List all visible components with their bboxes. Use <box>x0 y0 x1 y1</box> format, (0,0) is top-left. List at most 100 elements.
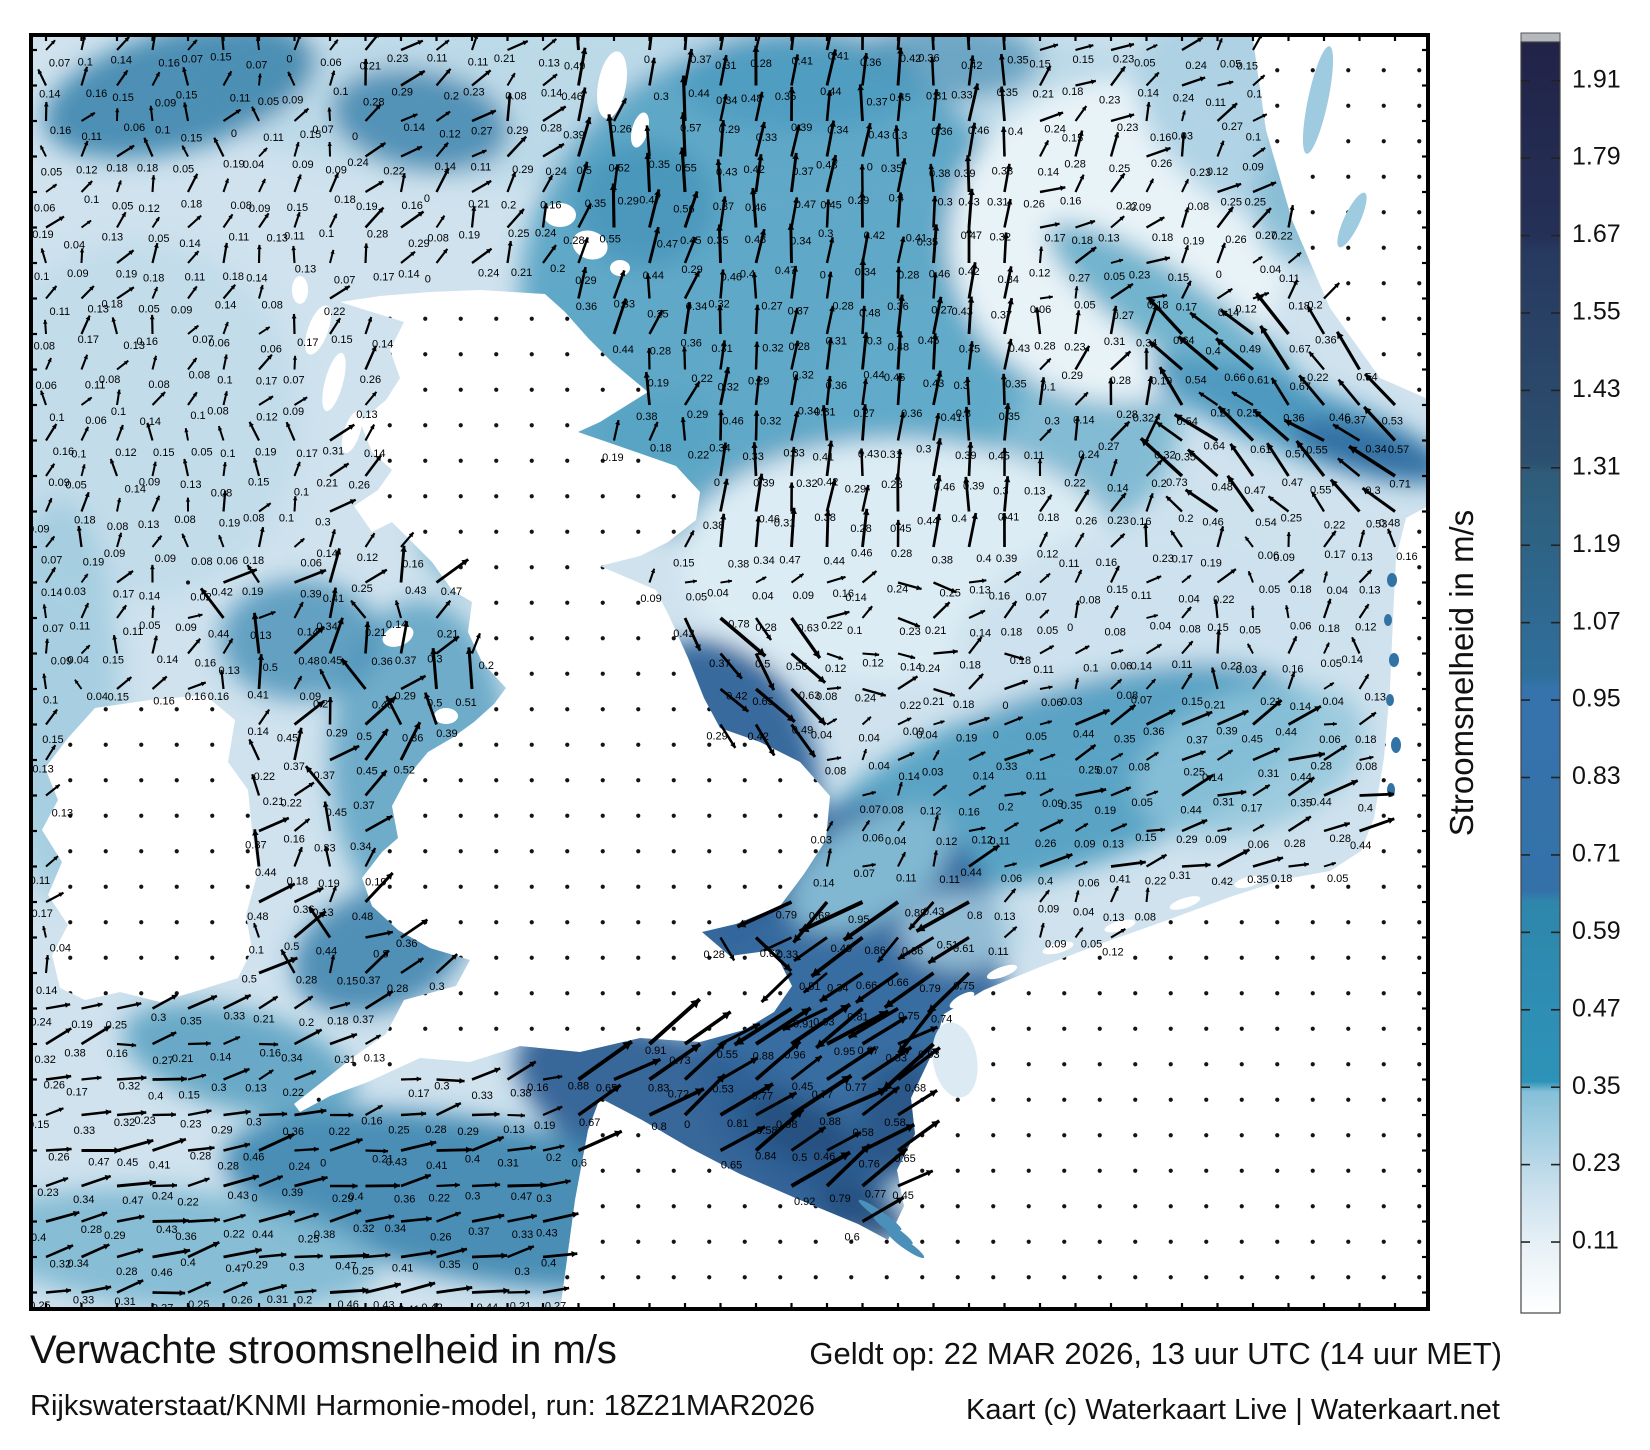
current-arrowhead <box>223 391 229 396</box>
current-speed-label: 0.11 <box>70 621 91 633</box>
flow-vector: 0.47 <box>790 152 816 211</box>
current-speed-label: 0.47 <box>795 199 816 211</box>
current-speed-label: 0.22 <box>429 1192 450 1204</box>
flow-vector: 0.3 <box>1337 457 1381 497</box>
flow-vector: 0.17 <box>78 315 99 346</box>
current-speed-label: 0.24 <box>887 583 908 595</box>
flow-vector: 0.13 <box>503 1113 526 1136</box>
current-arrowhead <box>1040 923 1045 928</box>
current-arrowhead <box>263 147 268 153</box>
current-speed-label: 0.3 <box>956 408 971 420</box>
flow-vector: 0.09 <box>1273 532 1295 564</box>
flow-vector: 0.09 <box>293 675 321 703</box>
current-arrowhead <box>621 98 627 104</box>
current-arrowhead <box>980 751 986 757</box>
current-speed-label: 0.26 <box>1035 838 1056 850</box>
flow-vector: 0.04 <box>811 717 838 742</box>
current-arrow <box>575 33 580 51</box>
current-arrow <box>861 1045 913 1082</box>
current-arrowhead <box>196 215 202 221</box>
current-speed-label: 0.25 <box>106 1019 127 1031</box>
flow-vector: 0.06 <box>1248 823 1269 851</box>
current-arrowhead <box>382 950 389 957</box>
current-arrowhead <box>352 745 360 752</box>
current-speed-label: 0.19 <box>318 878 339 890</box>
current-arrow <box>967 83 979 122</box>
current-speed-label: 0.13 <box>52 807 73 819</box>
current-arrowhead <box>972 83 980 91</box>
current-arrow <box>577 47 587 86</box>
current-arrow <box>719 1022 761 1046</box>
current-arrowhead <box>86 220 92 225</box>
flow-vector: 0.43 <box>716 120 737 179</box>
current-speed-label: 0.43 <box>923 378 944 390</box>
current-speed-label: 0.28 <box>296 975 317 987</box>
current-arrowhead <box>1059 185 1066 191</box>
current-arrow <box>966 155 971 193</box>
current-speed-label: 0.06 <box>260 343 281 355</box>
current-arrowhead <box>201 1073 206 1079</box>
current-speed-label: 0.44 <box>643 270 664 282</box>
current-speed-label: 0.05 <box>148 233 169 245</box>
flow-vector: 0.09 <box>1038 889 1059 915</box>
flow-vector: 0.1 <box>187 391 206 422</box>
current-arrowhead <box>453 636 459 642</box>
flow-vector: 0.44 <box>824 510 845 567</box>
current-arrowhead <box>316 887 324 894</box>
current-arrowhead <box>1290 672 1296 678</box>
current-speed-label: 0.1 <box>319 228 334 240</box>
current-arrowhead <box>581 267 588 274</box>
flow-vector: 0.25 <box>388 1111 427 1137</box>
flow-vector: 0.3 <box>315 498 357 528</box>
current-arrowhead <box>149 314 155 320</box>
current-speed-label: 0.04 <box>868 760 889 772</box>
current-speed-label: 0.47 <box>226 1263 247 1275</box>
current-arrowhead <box>1227 826 1232 832</box>
current-arrowhead <box>426 1216 432 1222</box>
flow-vector: 0.06 <box>1319 721 1341 746</box>
current-speed-label: 0.4 <box>1358 803 1373 815</box>
current-arrow <box>861 1085 901 1117</box>
current-arrowhead <box>794 1109 804 1119</box>
current-speed-label: 0.33 <box>73 1295 94 1307</box>
current-speed-label: 0.37 <box>152 1303 173 1311</box>
current-speed-label: 0.07 <box>312 124 333 136</box>
flow-vector: 0.2 <box>470 632 494 672</box>
flow-vector: 0.14 <box>968 751 994 783</box>
flow-vector: 0.08 <box>258 284 283 311</box>
flow-vector: 0.18 <box>101 286 135 311</box>
current-arrowhead <box>1160 827 1166 833</box>
current-arrow <box>223 1248 262 1259</box>
current-arrowhead <box>899 412 906 418</box>
flow-vector: 0.24 <box>289 1146 319 1173</box>
current-speed-label: 0.29 <box>681 264 702 276</box>
current-arrowhead <box>343 463 349 469</box>
current-speed-label: 0.08 <box>1079 594 1100 606</box>
flow-vector: 0.22 <box>680 417 709 462</box>
current-speed-label: 0.1 <box>333 86 348 98</box>
current-speed-label: 0.42 <box>747 731 768 743</box>
current-speed-label: 0.42 <box>211 586 232 598</box>
current-arrowhead <box>319 569 327 576</box>
current-speed-label: 0.34 <box>753 555 774 567</box>
flow-vector: 0.31 <box>774 482 795 530</box>
current-speed-label: 0.11 <box>427 53 448 65</box>
current-arrowhead <box>871 571 877 576</box>
current-arrowhead <box>290 957 298 964</box>
current-speed-label: 0.27 <box>1222 121 1243 133</box>
current-arrowhead <box>644 152 652 160</box>
flow-vector: 0.53 <box>712 1056 759 1096</box>
current-arrow <box>365 1282 402 1294</box>
current-arrowhead <box>783 963 792 971</box>
current-arrowhead <box>461 559 469 566</box>
flow-vector: 0.4 <box>967 512 992 565</box>
current-arrow <box>815 1007 864 1050</box>
current-speed-label: 0.53 <box>1366 519 1387 531</box>
current-speed-label: 0.28 <box>363 97 384 109</box>
current-arrowhead <box>980 785 986 791</box>
current-speed-label: 0.05 <box>686 592 707 604</box>
flow-vector: 0.26 <box>44 1074 72 1092</box>
current-arrowhead <box>228 638 233 644</box>
current-arrow <box>1287 705 1322 726</box>
current-speed-label: 0.83 <box>648 1082 669 1094</box>
